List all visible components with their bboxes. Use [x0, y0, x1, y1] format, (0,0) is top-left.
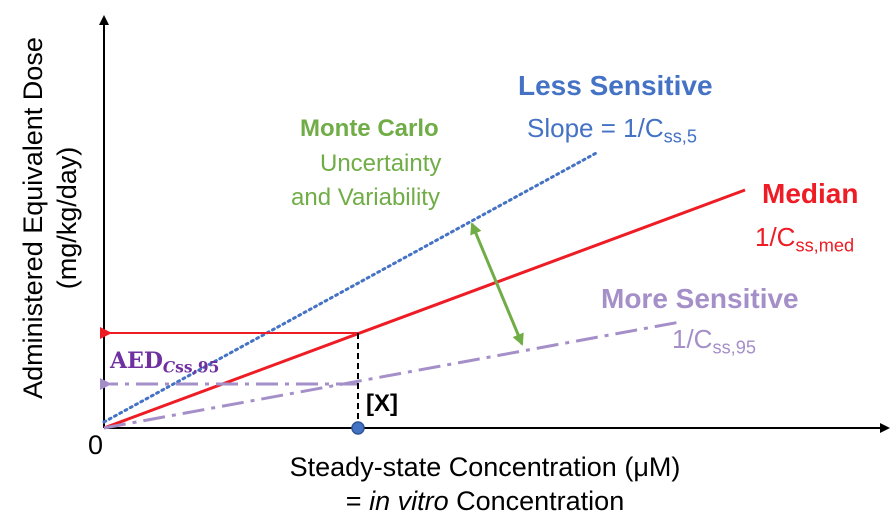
aed-label-sub-rest: ss,95 [175, 358, 220, 377]
more-sensitive-slope: 1/Css,95 [672, 324, 756, 357]
x-axis-label-line2: = in vitro Concentration [290, 484, 681, 518]
y-axis-label: Administered Equivalent Dose (mg/kg/day) [16, 37, 84, 399]
monte-carlo-line3: and Variability [291, 184, 440, 211]
less-sensitive-line [102, 150, 600, 424]
median-slope-sub: ss,med [795, 235, 855, 256]
x-axis-label-prefix: = [345, 486, 370, 516]
less-sensitive-title: Less Sensitive [518, 70, 713, 101]
y-axis-label-line2: (mg/kg/day) [52, 146, 82, 290]
monte-carlo-range-arrow [470, 222, 524, 346]
median-line [103, 188, 746, 430]
more-sensitive-line [103, 320, 681, 430]
x-axis-label-suffix: Concentration [448, 486, 625, 516]
more-sensitive-slope-text: 1/C [672, 324, 713, 354]
less-sensitive-slope-sub: ss,5 [663, 126, 697, 147]
median-slope-text: 1/C [755, 222, 796, 252]
x-axis-label: Steady-state Concentration (μM) = in vit… [290, 450, 681, 518]
less-sensitive-slope-text: Slope = 1/C [527, 113, 664, 143]
more-sensitive-title: More Sensitive [601, 283, 799, 314]
x-axis-label-italic: in vitro [369, 486, 449, 516]
monte-carlo-line2: Uncertainty [320, 150, 442, 177]
origin-label: 0 [88, 430, 104, 460]
x-concentration-label: [X] [366, 390, 398, 417]
more-sensitive-slope-sub: ss,95 [712, 337, 756, 358]
aed-label-sub-italic: C [162, 358, 176, 377]
median-slope: 1/Css,med [755, 222, 854, 255]
y-axis-label-line1: Administered Equivalent Dose [18, 37, 48, 399]
monte-carlo-title: Monte Carlo [300, 115, 439, 142]
less-sensitive-slope: Slope = 1/Css,5 [527, 113, 697, 146]
concentration-marker [351, 421, 365, 435]
aed-label: AEDCss,95 [110, 348, 219, 375]
median-title: Median [762, 178, 859, 209]
aed-label-main: AED [110, 348, 163, 374]
x-axis-label-line1: Steady-state Concentration (μM) [289, 452, 681, 482]
